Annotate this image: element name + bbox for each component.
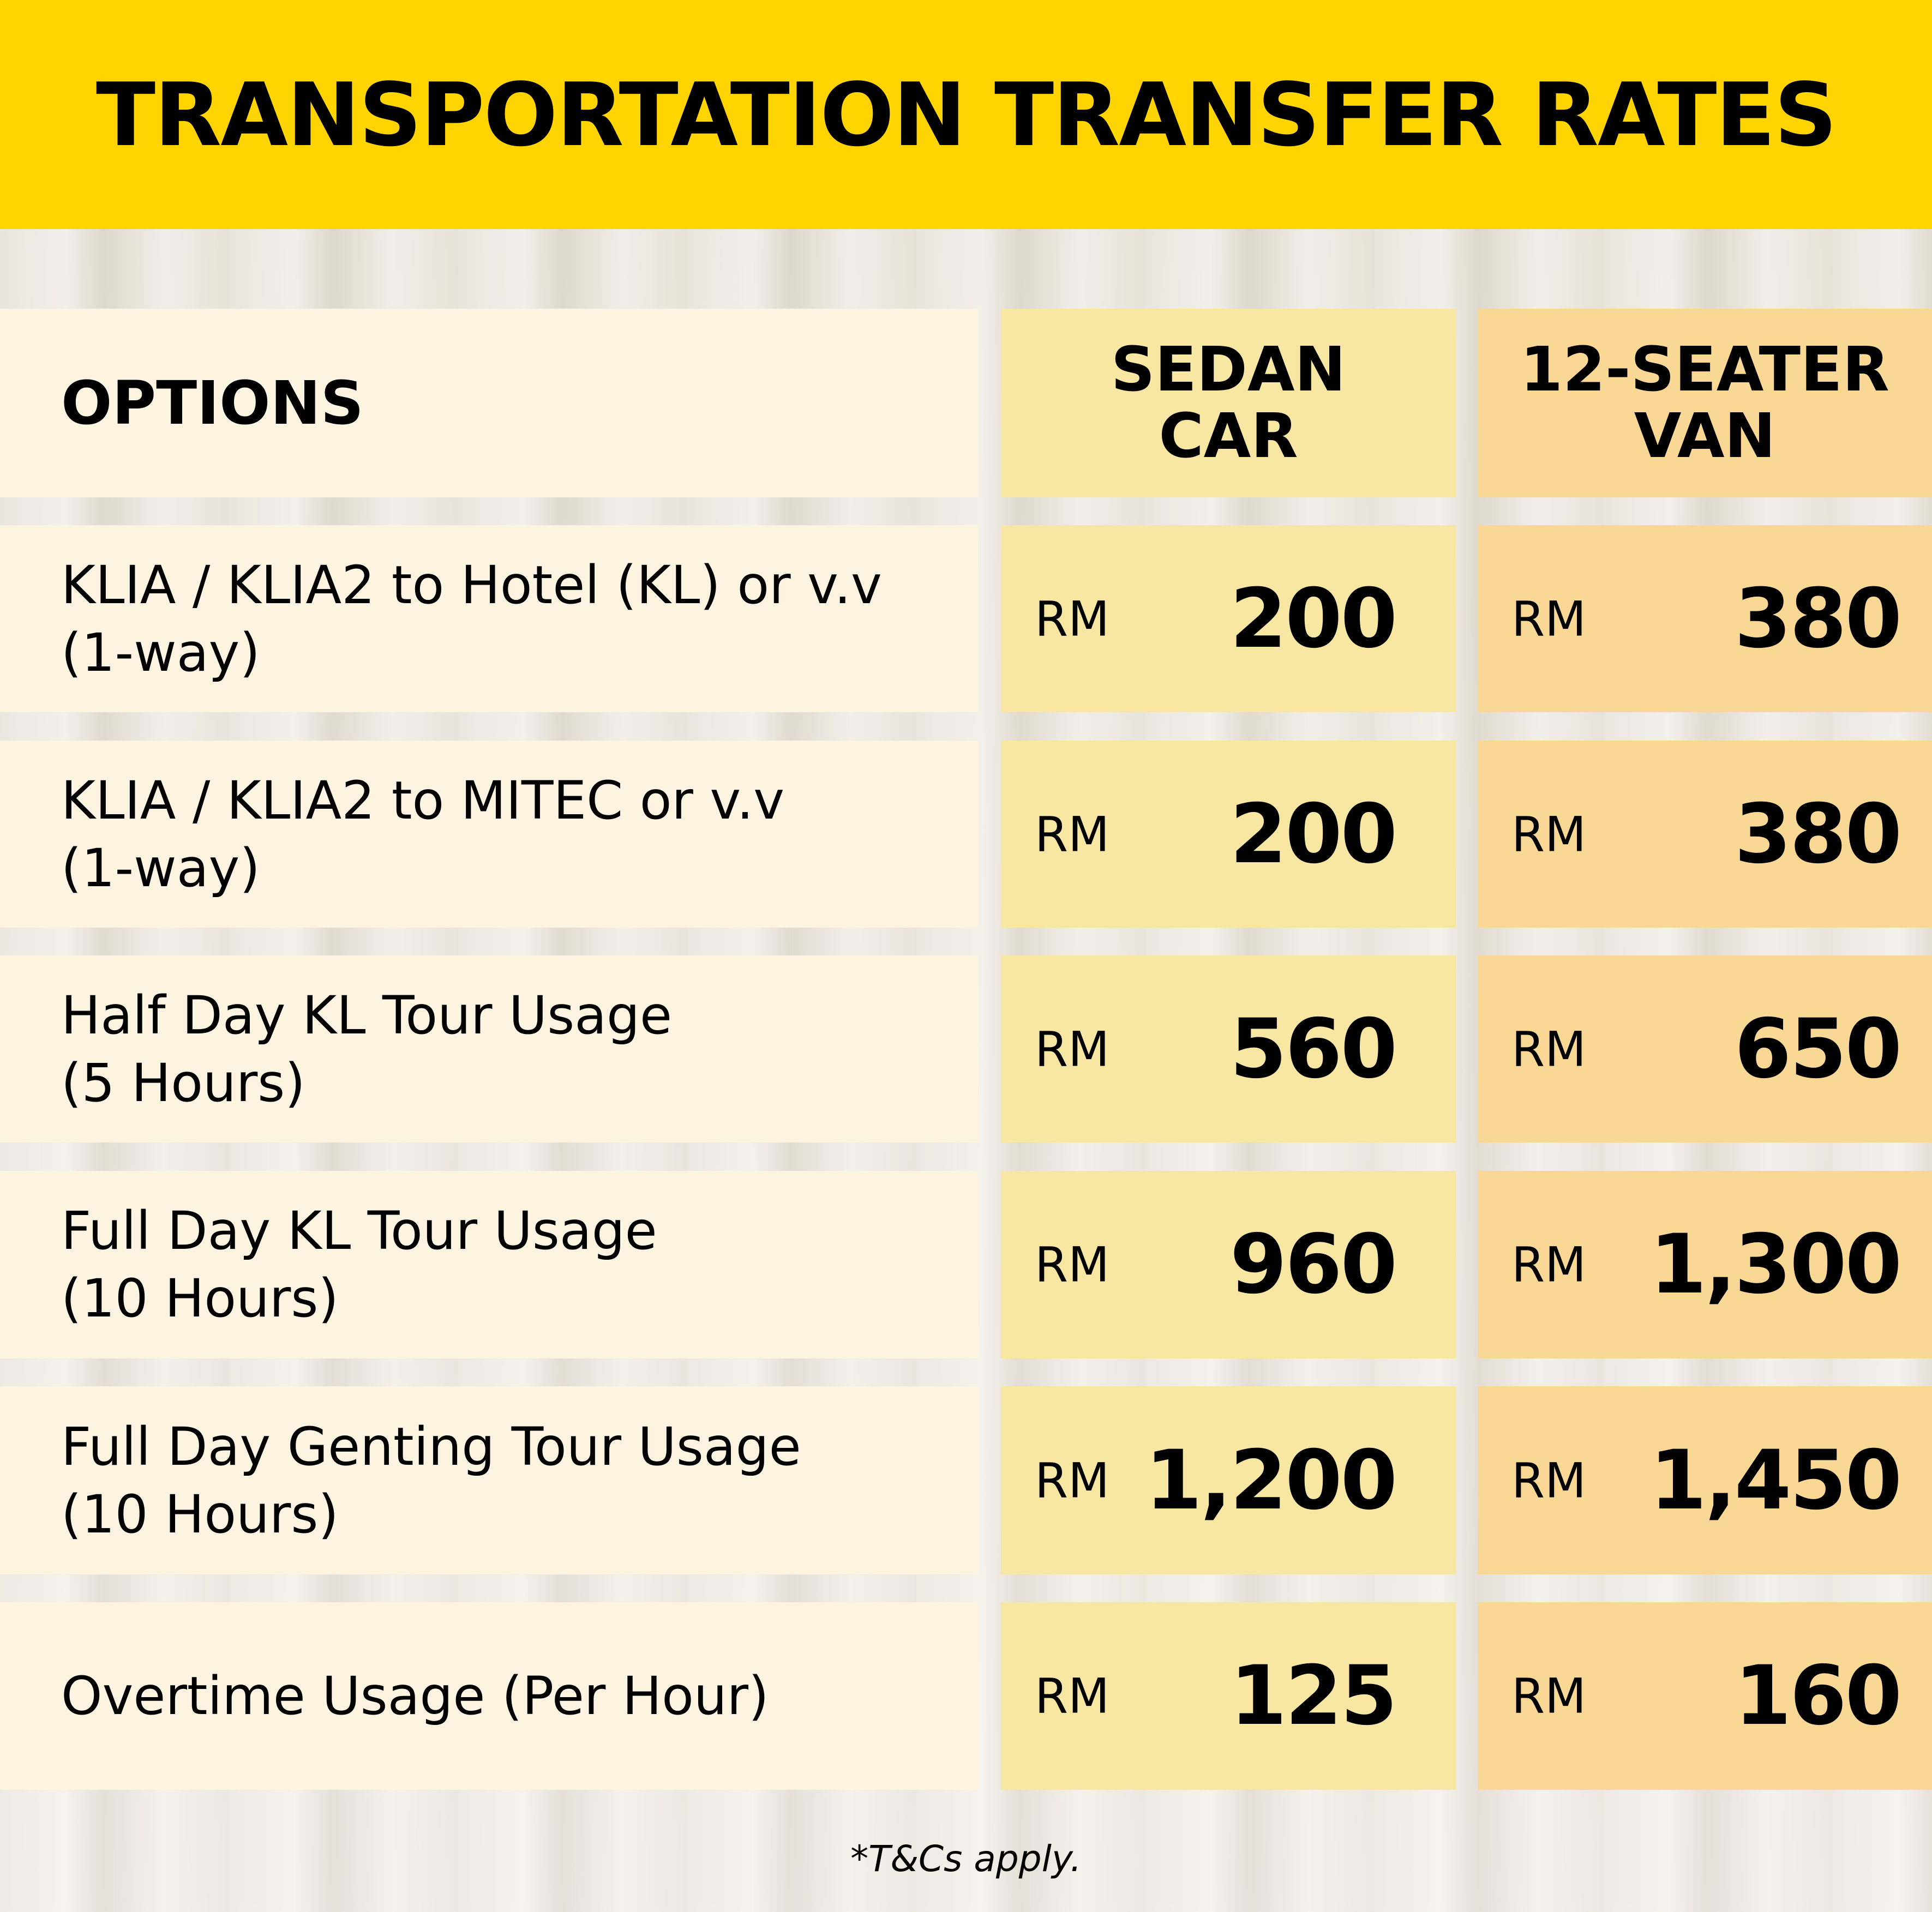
page-title: TRANSPORTATION TRANSFER RATES bbox=[95, 63, 1837, 166]
currency-label: RM bbox=[1035, 1452, 1110, 1508]
table-row-option: KLIA / KLIA2 to Hotel (KL) or v.v (1-way… bbox=[0, 525, 978, 712]
sedan-price: 200 bbox=[1229, 571, 1397, 666]
sedan-price: 560 bbox=[1229, 1001, 1397, 1097]
options-header-cell: OPTIONS bbox=[0, 309, 978, 497]
option-label: Overtime Usage (Per Hour) bbox=[61, 1666, 769, 1727]
van-price-cell: RM 160 bbox=[1478, 1602, 1932, 1790]
option-sublabel: (1-way) bbox=[61, 622, 260, 683]
currency-label: RM bbox=[1035, 1668, 1110, 1724]
sedan-price-cell: RM 125 bbox=[1001, 1602, 1456, 1790]
sedan-price: 1,200 bbox=[1145, 1433, 1397, 1528]
van-price-cell: RM 1,300 bbox=[1478, 1171, 1932, 1358]
option-label: Full Day Genting Tour Usage bbox=[61, 1416, 801, 1477]
van-price: 1,450 bbox=[1649, 1433, 1902, 1528]
van-header: 12-SEATER VAN bbox=[1520, 334, 1889, 472]
currency-label: RM bbox=[1511, 1021, 1587, 1077]
sedan-price-cell: RM 960 bbox=[1001, 1171, 1456, 1358]
option-sublabel: (1-way) bbox=[61, 837, 260, 899]
sedan-price-cell: RM 560 bbox=[1001, 955, 1456, 1143]
currency-label: RM bbox=[1511, 1668, 1587, 1724]
table-row-option: KLIA / KLIA2 to MITEC or v.v (1-way) bbox=[0, 741, 978, 928]
option-sublabel: (10 Hours) bbox=[61, 1483, 339, 1545]
van-header-cell: 12-SEATER VAN bbox=[1478, 309, 1932, 497]
van-price-cell: RM 380 bbox=[1478, 741, 1932, 928]
table-row-option: Overtime Usage (Per Hour) bbox=[0, 1602, 978, 1790]
currency-label: RM bbox=[1035, 1236, 1110, 1293]
van-price-cell: RM 1,450 bbox=[1478, 1386, 1932, 1574]
options-header: OPTIONS bbox=[61, 368, 364, 438]
van-price: 160 bbox=[1734, 1649, 1902, 1743]
sedan-price-cell: RM 200 bbox=[1001, 525, 1456, 712]
option-label: KLIA / KLIA2 to MITEC or v.v bbox=[61, 769, 785, 831]
table-row-option: Full Day Genting Tour Usage (10 Hours) bbox=[0, 1386, 978, 1574]
sedan-price-cell: RM 200 bbox=[1001, 741, 1456, 928]
option-label: Half Day KL Tour Usage bbox=[61, 984, 673, 1046]
option-sublabel: (5 Hours) bbox=[61, 1052, 305, 1114]
van-price: 650 bbox=[1734, 1001, 1902, 1097]
table-row-option: Full Day KL Tour Usage (10 Hours) bbox=[0, 1171, 978, 1358]
sedan-price: 200 bbox=[1229, 786, 1397, 882]
option-sublabel: (10 Hours) bbox=[61, 1268, 339, 1329]
terms-footnote: *T&Cs apply. bbox=[850, 1838, 1082, 1880]
currency-label: RM bbox=[1035, 591, 1110, 647]
van-price: 1,300 bbox=[1649, 1217, 1902, 1312]
sedan-header: SEDAN CAR bbox=[1111, 334, 1346, 472]
currency-label: RM bbox=[1511, 806, 1587, 862]
currency-label: RM bbox=[1511, 1452, 1587, 1508]
title-banner: TRANSPORTATION TRANSFER RATES bbox=[0, 0, 1932, 229]
sedan-price: 125 bbox=[1229, 1649, 1397, 1743]
sedan-header-cell: SEDAN CAR bbox=[1001, 309, 1456, 497]
sedan-price: 960 bbox=[1229, 1217, 1397, 1312]
currency-label: RM bbox=[1035, 806, 1110, 862]
option-label: KLIA / KLIA2 to Hotel (KL) or v.v bbox=[61, 554, 882, 616]
van-price-cell: RM 650 bbox=[1478, 955, 1932, 1143]
van-price: 380 bbox=[1734, 571, 1902, 666]
option-label: Full Day KL Tour Usage bbox=[61, 1200, 657, 1261]
currency-label: RM bbox=[1035, 1021, 1110, 1077]
currency-label: RM bbox=[1511, 1236, 1587, 1293]
van-price: 380 bbox=[1734, 786, 1902, 882]
van-price-cell: RM 380 bbox=[1478, 525, 1932, 712]
sedan-price-cell: RM 1,200 bbox=[1001, 1386, 1456, 1574]
currency-label: RM bbox=[1511, 591, 1587, 647]
table-row-option: Half Day KL Tour Usage (5 Hours) bbox=[0, 955, 978, 1143]
